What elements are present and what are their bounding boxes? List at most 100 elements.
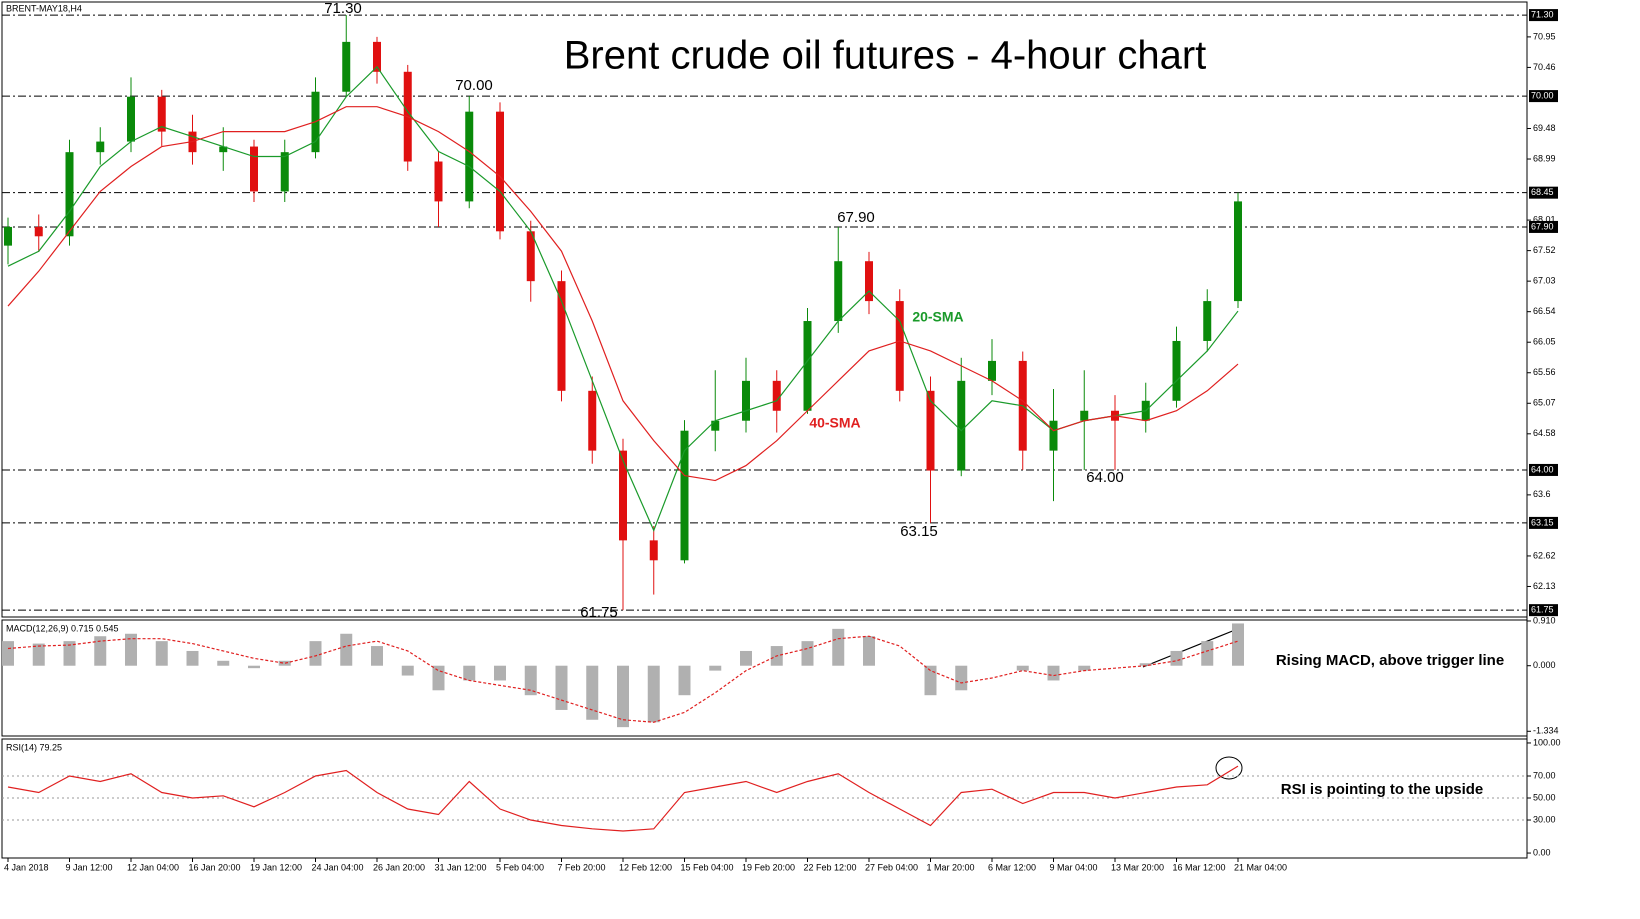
macd-note: Rising MACD, above trigger line (1276, 652, 1504, 669)
candle-body (342, 41, 351, 92)
symbol: BRENT-MAY18,H4 (6, 3, 82, 13)
macd-bar (678, 665, 691, 696)
x-tick-label: 16 Mar 12:00 (1173, 862, 1226, 872)
rsi-note: RSI is pointing to the upside (1281, 781, 1484, 798)
candle-body (157, 96, 166, 132)
macd-bar (1047, 665, 1060, 681)
level-label: 71.30 (1531, 9, 1554, 19)
y-tick-label: 65.56 (1533, 367, 1556, 377)
level-label: 67.90 (1531, 221, 1554, 231)
candle-body (803, 321, 812, 411)
chart-title: Brent crude oil futures - 4-hour chart (564, 34, 1207, 78)
macd-bar (248, 665, 260, 669)
macd-bar (740, 650, 752, 666)
x-tick-label: 4 Jan 2018 (4, 862, 49, 872)
candle-body (1049, 420, 1058, 451)
y-tick-label: -1.334 (1533, 726, 1559, 736)
macd-bar (955, 665, 968, 691)
y-tick-label: 66.05 (1533, 337, 1556, 347)
level-label: 64.00 (1531, 464, 1554, 474)
candle-body (219, 146, 228, 153)
macd-bar (217, 660, 230, 666)
price-annotation: 70.00 (455, 77, 493, 94)
x-tick-label: 7 Feb 20:00 (558, 862, 606, 872)
level-label: 70.00 (1531, 90, 1554, 100)
y-tick-label: 0.910 (1533, 615, 1556, 625)
level-label: 68.45 (1531, 187, 1554, 197)
candle-body (988, 360, 996, 381)
macd-panel (1, 619, 1528, 737)
macd-bar (432, 665, 445, 691)
x-tick-label: 21 Mar 04:00 (1234, 862, 1287, 872)
x-tick-label: 22 Feb 12:00 (804, 862, 857, 872)
macd-bar (371, 646, 383, 666)
candle-body (496, 111, 504, 232)
x-tick-label: 12 Feb 12:00 (619, 862, 672, 872)
macd-bar (494, 665, 506, 681)
candle-body (557, 281, 566, 391)
candle-body (649, 540, 658, 561)
x-tick-label: 24 Jan 04:00 (312, 862, 364, 872)
y-tick-label: 68.01 (1533, 214, 1556, 224)
x-tick-label: 13 Mar 20:00 (1111, 862, 1164, 872)
macd-bar (309, 641, 322, 666)
y-tick-label: 62.62 (1533, 550, 1556, 560)
y-tick-label: 65.07 (1533, 398, 1556, 408)
macd-bar (94, 636, 107, 666)
macd-bar (924, 665, 937, 696)
candle-body (1080, 410, 1089, 421)
macd-bar (401, 665, 414, 676)
sma-line (7, 65, 1239, 532)
candle-body (250, 146, 258, 192)
level-box (1529, 220, 1558, 233)
sma-label: 20-SMA (912, 309, 963, 325)
x-tick-label: 31 Jan 12:00 (435, 862, 487, 872)
y-tick-label: 30.00 (1533, 814, 1556, 824)
macd-bar (801, 641, 814, 666)
y-tick-label: 50.00 (1533, 792, 1556, 802)
y-tick-label: 100.00 (1533, 737, 1561, 747)
candle-body (373, 41, 381, 72)
candle-body (588, 390, 597, 451)
macd-label: MACD(12,26,9) 0.715 0.545 (6, 623, 119, 633)
x-tick-label: 12 Jan 04:00 (127, 862, 179, 872)
y-tick-label: 70.46 (1533, 62, 1556, 72)
macd-bar (63, 641, 76, 666)
y-tick-label: 64.58 (1533, 428, 1556, 438)
level-label: 63.15 (1531, 517, 1554, 527)
y-tick-label: 69.48 (1533, 123, 1556, 133)
candle-body (926, 390, 935, 471)
macd-bar (125, 633, 137, 666)
macd-bar (278, 660, 291, 666)
y-tick-label: 0.00 (1533, 847, 1551, 857)
x-tick-label: 19 Jan 12:00 (250, 862, 302, 872)
macd-bar (32, 643, 45, 666)
sma-label: 40-SMA (809, 415, 860, 431)
level-box (1529, 604, 1558, 617)
y-tick-label: 66.54 (1533, 306, 1556, 316)
macd-bar (186, 650, 199, 666)
price-annotation: 64.00 (1086, 469, 1124, 486)
price-annotation: 67.90 (837, 209, 875, 226)
macd-bar (1170, 650, 1183, 666)
level-box (1529, 9, 1558, 22)
highlight-circle (1215, 756, 1243, 780)
macd-bar (1232, 623, 1244, 666)
macd-bar (1201, 641, 1214, 666)
main-panel (1, 1, 1528, 618)
level-box (1529, 463, 1558, 476)
macd-bar (555, 665, 568, 710)
candle-body (4, 226, 12, 246)
candle-body (834, 261, 843, 322)
price-annotation: 61.75 (580, 604, 618, 621)
candle-body (1203, 301, 1212, 341)
y-tick-label: 70.95 (1533, 31, 1556, 41)
macd-bar (617, 665, 629, 728)
macd-bar (863, 636, 875, 666)
price-annotation: 63.15 (900, 523, 938, 540)
x-tick-label: 1 Mar 20:00 (927, 862, 975, 872)
y-tick-label: 63.6 (1533, 489, 1551, 499)
rsi-line (7, 765, 1239, 832)
candle-body (65, 152, 74, 237)
macd-bar (832, 628, 845, 666)
